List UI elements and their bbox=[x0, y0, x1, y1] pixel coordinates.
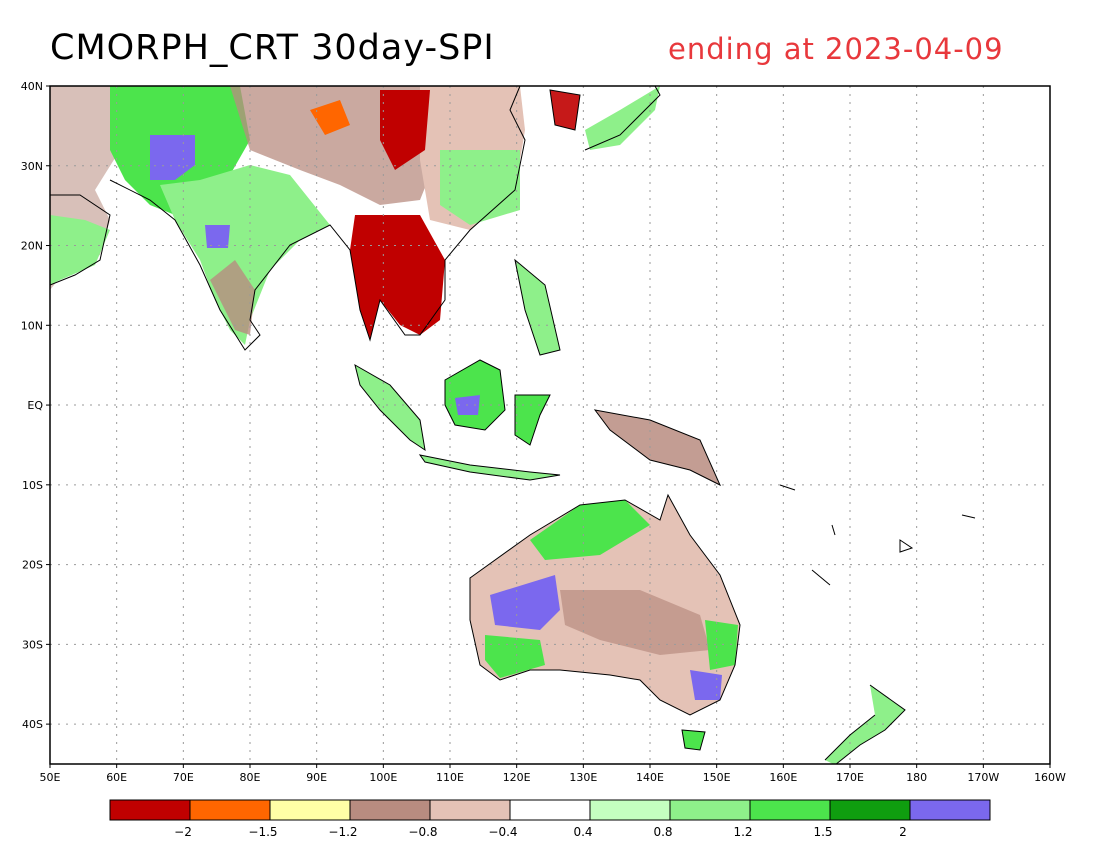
land-indochina bbox=[350, 215, 445, 340]
lat-tick-label: 40N bbox=[21, 80, 43, 93]
land-japan bbox=[585, 86, 660, 150]
colorbar-segment bbox=[589, 799, 671, 821]
lon-tick-label: 180 bbox=[906, 771, 927, 784]
colorbar-label: 0.4 bbox=[573, 825, 592, 839]
land-australia-west-purple bbox=[490, 575, 560, 630]
coast-tasmania bbox=[681, 729, 706, 751]
map-fill-layer bbox=[50, 86, 905, 764]
axis-labels: 40N 30N 20N 10N EQ 10S 20S 30S 40S 50E 60E 70E 80E 90… bbox=[21, 80, 1066, 784]
coast-new-guinea bbox=[593, 409, 722, 487]
map-title: CMORPH_CRT 30day-SPI bbox=[50, 28, 495, 68]
land-australia-brown bbox=[560, 590, 710, 655]
lon-tick-label: 140E bbox=[636, 771, 664, 784]
land-arabia-green bbox=[50, 215, 110, 285]
coast-sumatra bbox=[354, 363, 426, 452]
land-australia-north bbox=[530, 500, 650, 560]
land-tasmania bbox=[682, 730, 705, 750]
lon-tick-label: 60E bbox=[106, 771, 127, 784]
land-sumatra bbox=[355, 365, 425, 450]
land-china-green bbox=[440, 150, 520, 225]
grid-lines bbox=[50, 86, 1050, 764]
land-korea bbox=[550, 90, 580, 130]
plot-frame bbox=[49, 85, 1051, 765]
land-asia-purple-2 bbox=[205, 225, 230, 248]
land-north-china-red bbox=[380, 90, 430, 170]
lon-tick-label: 130E bbox=[569, 771, 597, 784]
coast-borneo bbox=[444, 359, 506, 431]
colorbar-label: −0.4 bbox=[488, 825, 517, 839]
lon-tick-label: 70E bbox=[173, 771, 194, 784]
colorbar-segment bbox=[109, 799, 191, 821]
colorbar-label: 2 bbox=[899, 825, 907, 839]
coast-new-zealand bbox=[824, 684, 906, 764]
lat-tick-label: 40S bbox=[22, 718, 43, 731]
lon-tick-label: 90E bbox=[306, 771, 327, 784]
colorbar-label: −2 bbox=[174, 825, 192, 839]
lat-tick-label: 10S bbox=[22, 479, 43, 492]
colorbar-label: 0.8 bbox=[653, 825, 672, 839]
land-asia-red-spots bbox=[310, 100, 350, 135]
coast-sulawesi bbox=[514, 394, 551, 446]
colorbar-segment bbox=[349, 799, 431, 821]
colorbar-segment bbox=[909, 799, 991, 821]
land-sulawesi bbox=[515, 395, 550, 445]
coast-java bbox=[418, 454, 561, 481]
land-australia-east bbox=[705, 620, 738, 670]
coastlines bbox=[50, 86, 976, 764]
colorbar-label: −1.2 bbox=[328, 825, 357, 839]
land-india bbox=[160, 165, 330, 345]
lat-tick-label: 30S bbox=[22, 638, 43, 651]
lon-tick-label: 80E bbox=[240, 771, 261, 784]
land-australia-se-purple bbox=[690, 670, 722, 700]
lon-tick-label: 160W bbox=[1034, 771, 1066, 784]
land-new-zealand bbox=[825, 685, 905, 764]
colorbar-label: −1.5 bbox=[248, 825, 277, 839]
colorbar-segment bbox=[189, 799, 271, 821]
lon-tick-label: 170E bbox=[836, 771, 864, 784]
colorbar-segment bbox=[509, 799, 591, 821]
lon-tick-label: 150E bbox=[703, 771, 731, 784]
lon-tick-label: 100E bbox=[369, 771, 397, 784]
land-philippines bbox=[515, 260, 560, 355]
colorbar-label: 1.5 bbox=[813, 825, 832, 839]
colorbar-segment bbox=[669, 799, 751, 821]
lon-tick-label: 170W bbox=[967, 771, 999, 784]
lat-tick-label: 10N bbox=[21, 319, 43, 332]
lat-tick-label: 20N bbox=[21, 240, 43, 253]
land-australia-sw bbox=[485, 635, 545, 678]
lat-tick-label: EQ bbox=[27, 399, 43, 412]
colorbar-segment bbox=[829, 799, 911, 821]
colorbar: −2 −1.5 −1.2 −0.8 −0.4 0.4 0.8 1.2 1.5 2 bbox=[109, 799, 991, 839]
coast-korea-japan bbox=[549, 86, 661, 151]
colorbar-segment bbox=[269, 799, 351, 821]
lat-tick-label: 30N bbox=[21, 160, 43, 173]
colorbar-segment bbox=[429, 799, 511, 821]
colorbar-segment bbox=[749, 799, 831, 821]
lon-tick-label: 50E bbox=[40, 771, 61, 784]
coast-islands bbox=[779, 484, 976, 586]
colorbar-label: 1.2 bbox=[733, 825, 752, 839]
lon-tick-label: 160E bbox=[769, 771, 797, 784]
coast-philippines bbox=[514, 258, 561, 356]
colorbar-label: −0.8 bbox=[408, 825, 437, 839]
land-new-guinea bbox=[595, 410, 720, 485]
map-subtitle: ending at 2023-04-09 bbox=[668, 32, 1004, 66]
lat-tick-label: 20S bbox=[22, 559, 43, 572]
lon-tick-label: 110E bbox=[436, 771, 464, 784]
coast-asia bbox=[50, 86, 526, 351]
coast-australia bbox=[469, 493, 741, 716]
land-india-brown bbox=[210, 260, 255, 335]
land-asia-purple-1 bbox=[150, 135, 195, 180]
lon-tick-label: 120E bbox=[503, 771, 531, 784]
